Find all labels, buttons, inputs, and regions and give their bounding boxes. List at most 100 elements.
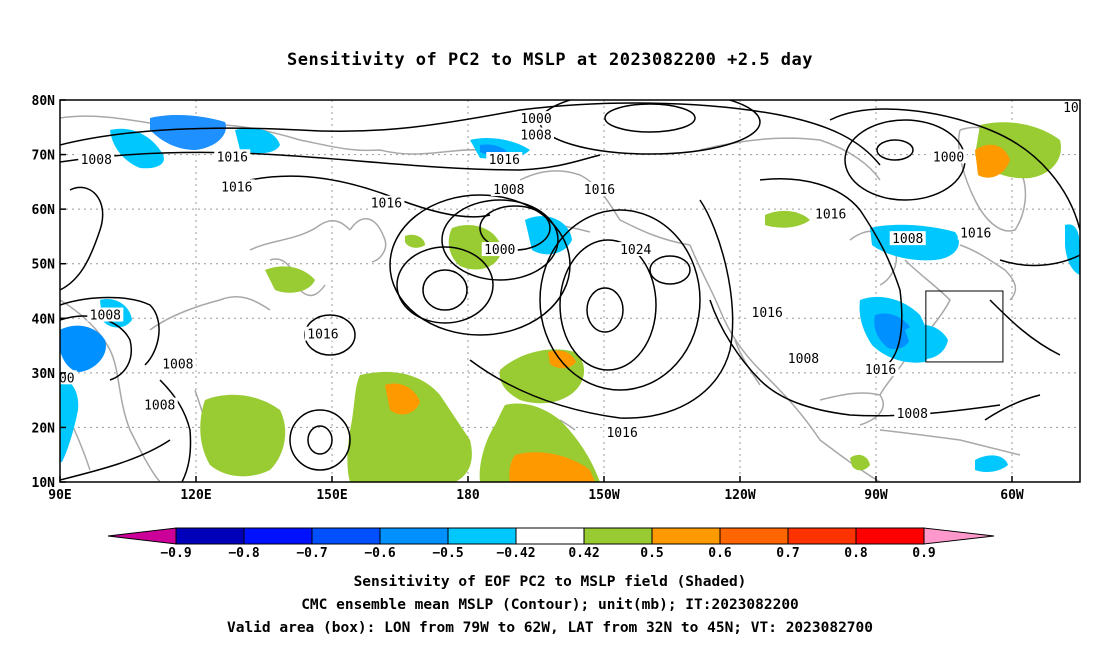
lon-tick-label: 120E bbox=[180, 488, 211, 503]
shade-green bbox=[405, 234, 425, 248]
contour-label-bg bbox=[218, 179, 255, 194]
contour-label: 1008 bbox=[788, 352, 819, 367]
colorbar-label: −0.8 bbox=[228, 546, 259, 561]
coast-north-america-west bbox=[689, 244, 881, 482]
contour-label: 1008 bbox=[162, 358, 193, 373]
coast-asia-east bbox=[60, 299, 161, 482]
contour-label: 1000 bbox=[520, 112, 551, 127]
footer-line-3: Valid area (box): LON from 79W to 62W, L… bbox=[226, 620, 873, 636]
colorbar-segment bbox=[447, 527, 517, 545]
colorbar-label: 0.9 bbox=[912, 546, 935, 561]
contour-label: 1016 bbox=[371, 197, 402, 212]
shade-orange bbox=[548, 350, 576, 369]
lat-tick-label: 50N bbox=[32, 258, 56, 273]
contour-line bbox=[999, 254, 1080, 267]
contour-label-bg bbox=[518, 127, 554, 142]
colorbar-segment bbox=[855, 527, 925, 545]
contour-label-bg bbox=[159, 356, 196, 371]
contour-label-bg bbox=[60, 370, 77, 385]
colorbar-segment bbox=[311, 527, 381, 545]
contour-line bbox=[829, 108, 1080, 231]
coast-china bbox=[149, 296, 271, 331]
footer-line-2: CMC ensemble mean MSLP (Contour); unit(m… bbox=[301, 597, 799, 613]
coast-caribbean bbox=[879, 429, 1021, 456]
colorbar-segment bbox=[243, 527, 313, 545]
contour-label-bg bbox=[785, 351, 822, 366]
contour-line bbox=[60, 315, 132, 381]
contour-label: 1016 bbox=[865, 363, 896, 378]
lat-tick-label: 10N bbox=[32, 476, 56, 491]
coast-okhotsk bbox=[249, 220, 351, 251]
contour-label: 1008 bbox=[897, 407, 928, 422]
contour-label: 1000 bbox=[933, 150, 964, 165]
shade-lightblue bbox=[110, 128, 164, 169]
contour-label: 1016 bbox=[584, 183, 615, 198]
lon-tick-label: 150W bbox=[588, 488, 619, 503]
coast-alaska bbox=[519, 170, 691, 246]
contour-label-bg bbox=[862, 362, 899, 377]
colorbar-label: −0.6 bbox=[364, 546, 395, 561]
contour-label-bg bbox=[581, 182, 618, 197]
lat-tick-label: 80N bbox=[32, 94, 56, 109]
footer-line-1: Sensitivity of EOF PC2 to MSLP field (Sh… bbox=[353, 574, 747, 590]
contour-line bbox=[604, 103, 696, 133]
lat-tick-label: 70N bbox=[32, 149, 56, 164]
shade-green bbox=[765, 210, 810, 228]
contour-label-bg bbox=[518, 111, 554, 126]
shade-lightblue bbox=[1065, 224, 1080, 275]
contour-line bbox=[422, 269, 468, 311]
colorbar-segment bbox=[175, 527, 245, 545]
contour-line bbox=[441, 199, 559, 281]
lon-tick-label: 180 bbox=[456, 488, 480, 503]
lat-tick-label: 60N bbox=[32, 203, 56, 218]
shade-lightblue bbox=[975, 455, 1008, 473]
shaded-regions bbox=[60, 115, 1080, 482]
contour-label-bg bbox=[812, 206, 849, 221]
contour-label-bg bbox=[889, 231, 926, 246]
shade-green bbox=[200, 394, 286, 477]
chart-title: Sensitivity of PC2 to MSLP at 2023082200… bbox=[286, 50, 813, 70]
contour-label-bg bbox=[617, 242, 654, 257]
contour-label-bg bbox=[304, 326, 341, 341]
contour-label-bg bbox=[486, 152, 523, 167]
contour-label: 1008 bbox=[493, 183, 524, 198]
contour-line bbox=[989, 299, 1061, 356]
contour-label: 10 bbox=[1063, 101, 1079, 116]
coast-gulf bbox=[819, 392, 884, 426]
contour-line bbox=[289, 409, 351, 471]
contour-label: 1008 bbox=[90, 309, 121, 324]
contour-label-bg bbox=[87, 307, 124, 322]
contour-label-bg bbox=[894, 405, 931, 420]
colorbar-high-arrow bbox=[923, 527, 995, 545]
coast-hawaii bbox=[559, 419, 576, 431]
contour-label: 1024 bbox=[620, 243, 651, 258]
colorbar-label: 0.7 bbox=[776, 546, 799, 561]
contour-label-bg bbox=[490, 182, 527, 197]
contour-line bbox=[876, 139, 914, 161]
coastlines bbox=[60, 115, 1027, 482]
lon-axis: 90E 120E 150E 180 150W 120W 90W 60W bbox=[48, 476, 1024, 503]
contour-label-bg bbox=[957, 225, 994, 240]
lat-tick-label: 30N bbox=[32, 367, 56, 382]
colorbar-label: 0.8 bbox=[844, 546, 868, 561]
colorbar-segment bbox=[651, 527, 721, 545]
colorbar-segment bbox=[719, 527, 789, 545]
contour-label-bg bbox=[78, 152, 115, 167]
lon-tick-label: 60W bbox=[1000, 488, 1024, 503]
colorbar-label: −0.5 bbox=[432, 546, 463, 561]
coast-kamchatka bbox=[349, 218, 387, 263]
contour-label: 1016 bbox=[960, 227, 991, 242]
contour-label-bg bbox=[604, 424, 641, 439]
colorbar-segment bbox=[787, 527, 857, 545]
map-frame bbox=[59, 99, 1081, 483]
colorbar-label: 0.6 bbox=[708, 546, 732, 561]
contour-line bbox=[984, 394, 1041, 421]
contour-line bbox=[759, 178, 903, 371]
contour-label: 1016 bbox=[752, 306, 783, 321]
colorbar-label: −0.7 bbox=[296, 546, 327, 561]
lat-tick-label: 40N bbox=[32, 312, 56, 327]
contour-label: 1008 bbox=[144, 399, 175, 414]
contour-line bbox=[649, 255, 691, 285]
contour-labels: 1000 1008 1016 1008 1016 1016 1016 1008 1016 1000… bbox=[60, 100, 1080, 441]
